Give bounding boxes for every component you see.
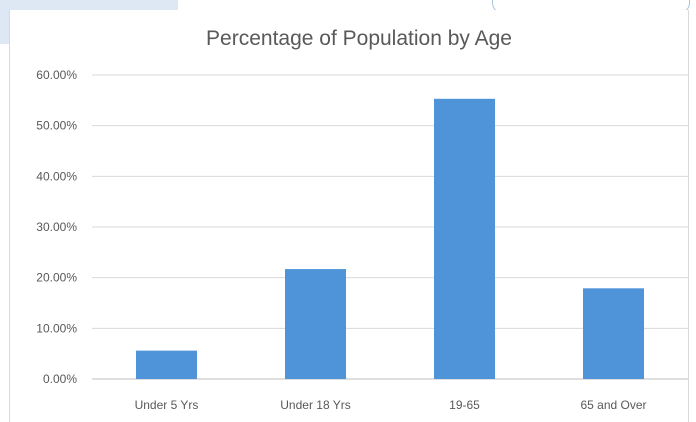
bar-under-5-yrs[interactable] xyxy=(136,350,197,379)
x-tick-label: 65 and Over xyxy=(580,398,646,412)
y-axis-tick-labels: 0.00% 10.00% 20.00% 30.00% 40.00% 50.00% 60.00… xyxy=(36,68,77,386)
x-axis-tick-labels: Under 5 Yrs Under 18 Yrs 19-65 65 and Over xyxy=(135,398,647,412)
bar-19-65[interactable] xyxy=(434,98,495,380)
y-tick-label: 40.00% xyxy=(36,169,77,183)
x-tick-label: Under 18 Yrs xyxy=(280,398,350,412)
bar-65-and-over[interactable] xyxy=(583,288,644,379)
y-tick-label: 20.00% xyxy=(36,271,77,285)
chart-title: Percentage of Population by Age xyxy=(206,27,512,50)
x-tick-label: Under 5 Yrs xyxy=(135,398,199,412)
bar-under-18-yrs[interactable] xyxy=(285,269,346,379)
y-tick-label: 0.00% xyxy=(43,372,77,386)
x-tick-label: 19-65 xyxy=(449,398,480,412)
y-tick-label: 60.00% xyxy=(36,68,77,82)
y-tick-label: 50.00% xyxy=(36,119,77,133)
y-tick-label: 10.00% xyxy=(36,321,77,335)
bars xyxy=(136,98,644,380)
chart-area[interactable] xyxy=(9,10,689,422)
y-tick-label: 30.00% xyxy=(36,220,77,234)
